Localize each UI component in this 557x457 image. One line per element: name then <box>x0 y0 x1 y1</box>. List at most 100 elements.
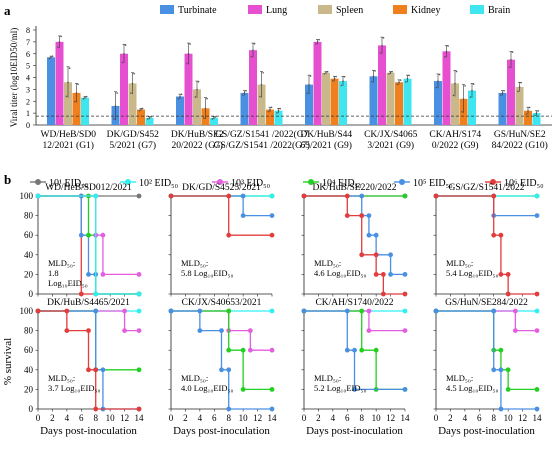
category-label-a: WD/HeB/SD0 12/2021 (G1) <box>41 130 97 151</box>
y-tick-label-a: 2 <box>26 97 30 106</box>
y-tick-label-b: 80 <box>24 326 34 336</box>
survival-marker <box>373 232 379 238</box>
survival-curve <box>436 195 537 217</box>
data-point-a <box>180 93 183 96</box>
survival-marker <box>534 291 540 297</box>
data-point-a <box>398 81 400 84</box>
data-point-a <box>508 66 511 69</box>
dose-legend-label: 10¹ EID₅₀ <box>49 178 89 189</box>
survival-marker <box>136 291 142 297</box>
survival-curve <box>171 195 272 236</box>
survival-marker <box>505 272 511 277</box>
survival-marker <box>534 406 540 412</box>
bar-a <box>210 117 218 125</box>
dose-legend-marker <box>35 179 41 185</box>
data-point-a <box>438 73 441 76</box>
x-tick-label-b: 0 <box>36 413 41 423</box>
y-tick-label-a: 5 <box>26 62 30 71</box>
y-tick-label-b: 20 <box>24 269 34 279</box>
survival-marker <box>498 347 504 353</box>
survival-marker <box>269 232 275 238</box>
data-point-a <box>245 89 247 92</box>
legend-swatch-a <box>470 5 484 14</box>
y-tick-label-a: 3 <box>26 85 30 94</box>
survival-marker <box>491 193 497 199</box>
survival-curve <box>436 195 537 295</box>
survival-marker <box>366 308 372 314</box>
survival-marker <box>93 291 99 297</box>
bar-a <box>240 92 249 125</box>
survival-marker <box>433 308 439 314</box>
legend-label-a: Spleen <box>336 5 363 16</box>
survival-marker <box>219 328 224 333</box>
panel-a-label: a <box>4 3 11 18</box>
survival-subplot: DK/HuB/SE220/2022 MLD₅₀:4.6 Log₁₀EID₅₀ <box>301 183 408 297</box>
survival-marker <box>197 308 203 314</box>
y-tick-label-b: 0 <box>29 404 34 414</box>
data-point-a <box>381 44 383 47</box>
survival-marker <box>301 308 307 314</box>
panel-b-label: b <box>4 172 11 187</box>
survival-curve <box>436 310 537 410</box>
x-tick-label-b: 14 <box>268 413 278 423</box>
x-tick-label-b: 2 <box>183 413 188 423</box>
data-point-a <box>68 67 71 70</box>
legend-label-a: Brain <box>488 5 510 16</box>
data-point-a <box>252 49 254 51</box>
data-point-a <box>113 118 115 120</box>
bar-a <box>81 97 89 125</box>
data-point-a <box>388 73 390 75</box>
data-point-a <box>206 97 208 100</box>
data-point-a <box>408 74 410 77</box>
bar-a <box>395 82 403 125</box>
survival-marker <box>402 272 408 277</box>
data-point-a <box>323 73 326 75</box>
mld50-value: 3.7 Log₁₀EID₅₀ <box>48 383 100 393</box>
data-point-a <box>464 85 466 87</box>
y-tick-label-b: 100 <box>20 306 34 316</box>
survival-marker <box>93 308 99 314</box>
survival-marker <box>359 347 365 353</box>
survival-marker <box>498 406 504 412</box>
bar-a <box>532 113 541 125</box>
x-tick-label-b: 8 <box>359 413 364 423</box>
survival-marker <box>226 367 232 373</box>
data-point-a <box>306 92 309 95</box>
panel-b-chart: 10¹ EID₅₀ 10² EID₅₀ 10³ EID₅₀ 10⁴ EID₅₀ 10⁵ … <box>2 178 544 437</box>
category-label-a: CK/AH/S174 0/2022 (G9) <box>429 130 481 151</box>
survival-marker <box>93 406 99 412</box>
survival-marker <box>269 387 275 392</box>
survival-marker <box>86 272 91 277</box>
survival-marker <box>226 347 232 353</box>
survival-curve <box>171 310 272 391</box>
x-tick-label-b: 4 <box>65 413 70 423</box>
data-point-a <box>213 117 215 119</box>
survival-marker <box>380 291 386 297</box>
bar-a <box>305 84 313 125</box>
mld50-value: 1.8 <box>48 268 59 278</box>
bar-a <box>322 72 330 125</box>
survival-marker <box>352 347 357 353</box>
survival-marker <box>366 232 372 238</box>
survival-marker <box>168 193 174 199</box>
data-point-a <box>462 98 465 100</box>
survival-marker <box>373 272 379 277</box>
survival-marker <box>240 347 246 353</box>
x-tick-label-b: 12 <box>253 413 262 423</box>
survival-marker <box>344 308 350 314</box>
data-point-a <box>138 109 141 112</box>
survival-marker <box>226 308 232 314</box>
bar-a <box>313 41 322 125</box>
bar-a <box>120 53 128 125</box>
survival-subplot: DK/GD/S4525/2021 MLD₅₀:5.8 Log₁₀EID₅₀ <box>168 183 275 297</box>
survival-marker <box>269 406 275 412</box>
data-point-a <box>445 50 448 53</box>
x-tick-label-b: 10 <box>372 413 382 423</box>
data-point-a <box>510 58 512 61</box>
y-axis-label-a: Viral titer (log10EID50/ml) <box>9 28 19 127</box>
survival-marker <box>352 387 357 392</box>
data-point-a <box>77 83 79 86</box>
survival-marker <box>505 367 511 373</box>
data-point-a <box>472 83 475 85</box>
